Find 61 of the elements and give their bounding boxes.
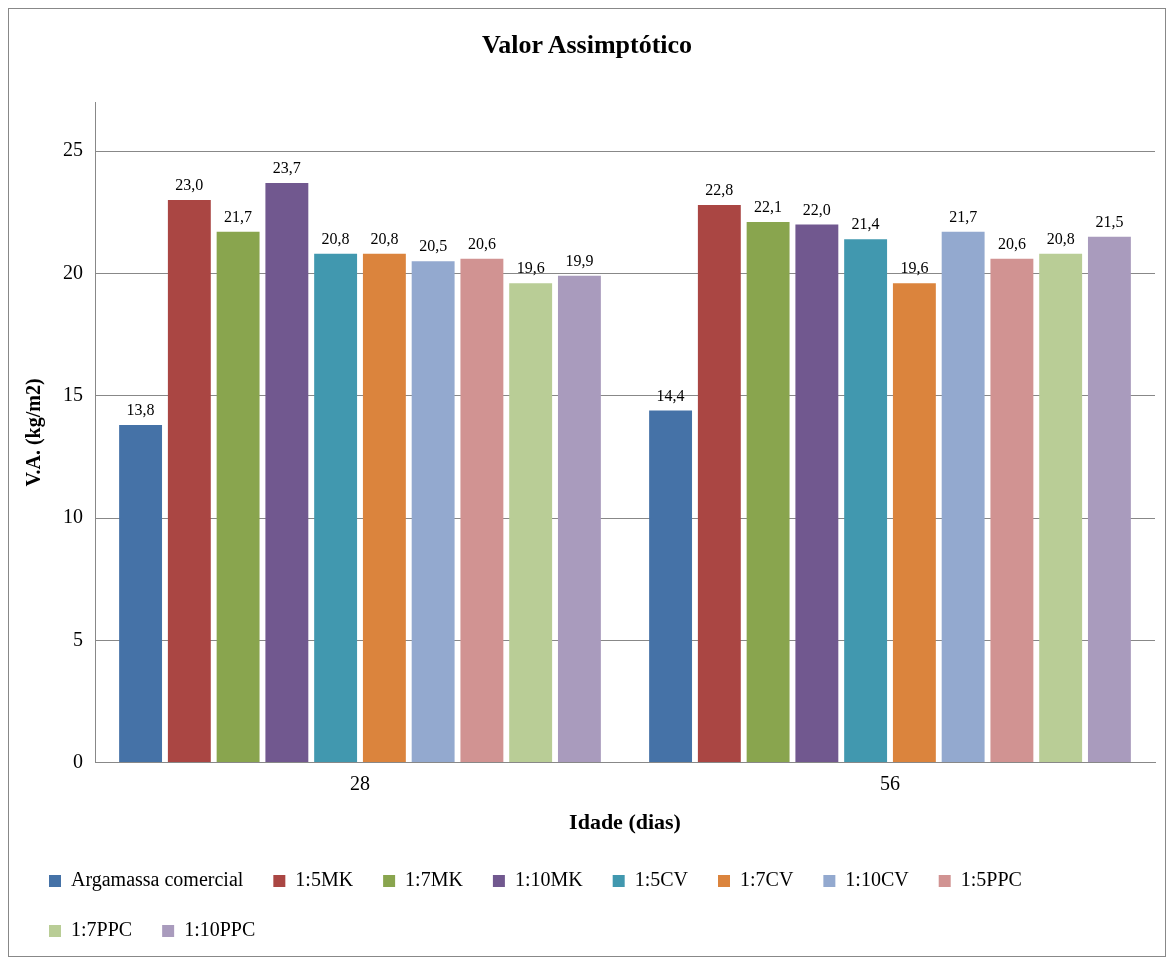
data-label: 20,6 [997, 234, 1026, 252]
legend-label: 1:5MK [295, 868, 354, 891]
bar [990, 258, 1034, 763]
legend-label: Argamassa comercial [71, 868, 244, 892]
data-label: 21,5 [1095, 212, 1124, 230]
bar [119, 425, 163, 763]
bar [892, 283, 936, 763]
bar [411, 261, 455, 763]
bar [167, 200, 211, 763]
y-tick-label: 10 [63, 505, 83, 528]
bar [649, 410, 693, 763]
bar [314, 253, 358, 763]
x-axis-title: Idade (dias) [569, 809, 681, 835]
bar [216, 231, 260, 763]
bar [460, 258, 504, 763]
data-label: 20,8 [321, 230, 350, 248]
data-label: 19,9 [565, 252, 594, 270]
bar [557, 275, 601, 763]
legend-label: 1:7PPC [71, 918, 133, 941]
data-label: 22,1 [754, 198, 783, 216]
y-tick-label: 5 [73, 627, 83, 650]
data-label: 19,6 [516, 259, 545, 277]
legend-label: 1:7CV [740, 868, 794, 891]
y-tick-label: 20 [63, 260, 83, 283]
legend-label: 1:5CV [634, 868, 689, 891]
bar [265, 182, 309, 763]
y-tick-label: 25 [63, 138, 83, 161]
y-tick-label: 0 [73, 749, 83, 772]
legend-label: 1:10CV [845, 868, 910, 891]
legend-label: 1:10PPC [184, 918, 256, 941]
legend-label: 1:7MK [405, 868, 464, 891]
data-label: 21,7 [949, 208, 978, 226]
data-label: 19,6 [900, 259, 929, 277]
data-label: 21,7 [224, 208, 253, 226]
data-label: 13,8 [126, 401, 155, 419]
data-label: 22,8 [705, 181, 734, 199]
x-tick-label: 28 [350, 771, 370, 794]
bar [795, 224, 839, 763]
data-label: 14,4 [656, 386, 685, 404]
legend-label: 1:10MK [514, 868, 584, 891]
legend-label: 1:5PPC [960, 868, 1022, 891]
bar [1087, 236, 1131, 763]
x-tick-label: 56 [880, 771, 900, 794]
data-label: 20,8 [1046, 230, 1075, 248]
data-label: 20,8 [370, 230, 399, 248]
bar [746, 222, 790, 763]
bar [362, 253, 406, 763]
data-label: 20,6 [467, 234, 496, 252]
y-axis-title: V.A. (kg/m2) [22, 378, 46, 487]
data-label: 23,0 [175, 176, 204, 194]
bar [697, 204, 741, 763]
y-tick-label: 15 [63, 382, 83, 405]
bar [509, 283, 553, 763]
bar [1039, 253, 1083, 763]
data-label: 20,5 [419, 237, 448, 255]
bar [941, 231, 985, 763]
data-label: 21,4 [851, 215, 880, 233]
chart-title: Valor Assimptótico [481, 30, 693, 60]
bar [844, 239, 888, 763]
data-label: 23,7 [272, 159, 301, 177]
data-label: 22,0 [802, 200, 831, 218]
